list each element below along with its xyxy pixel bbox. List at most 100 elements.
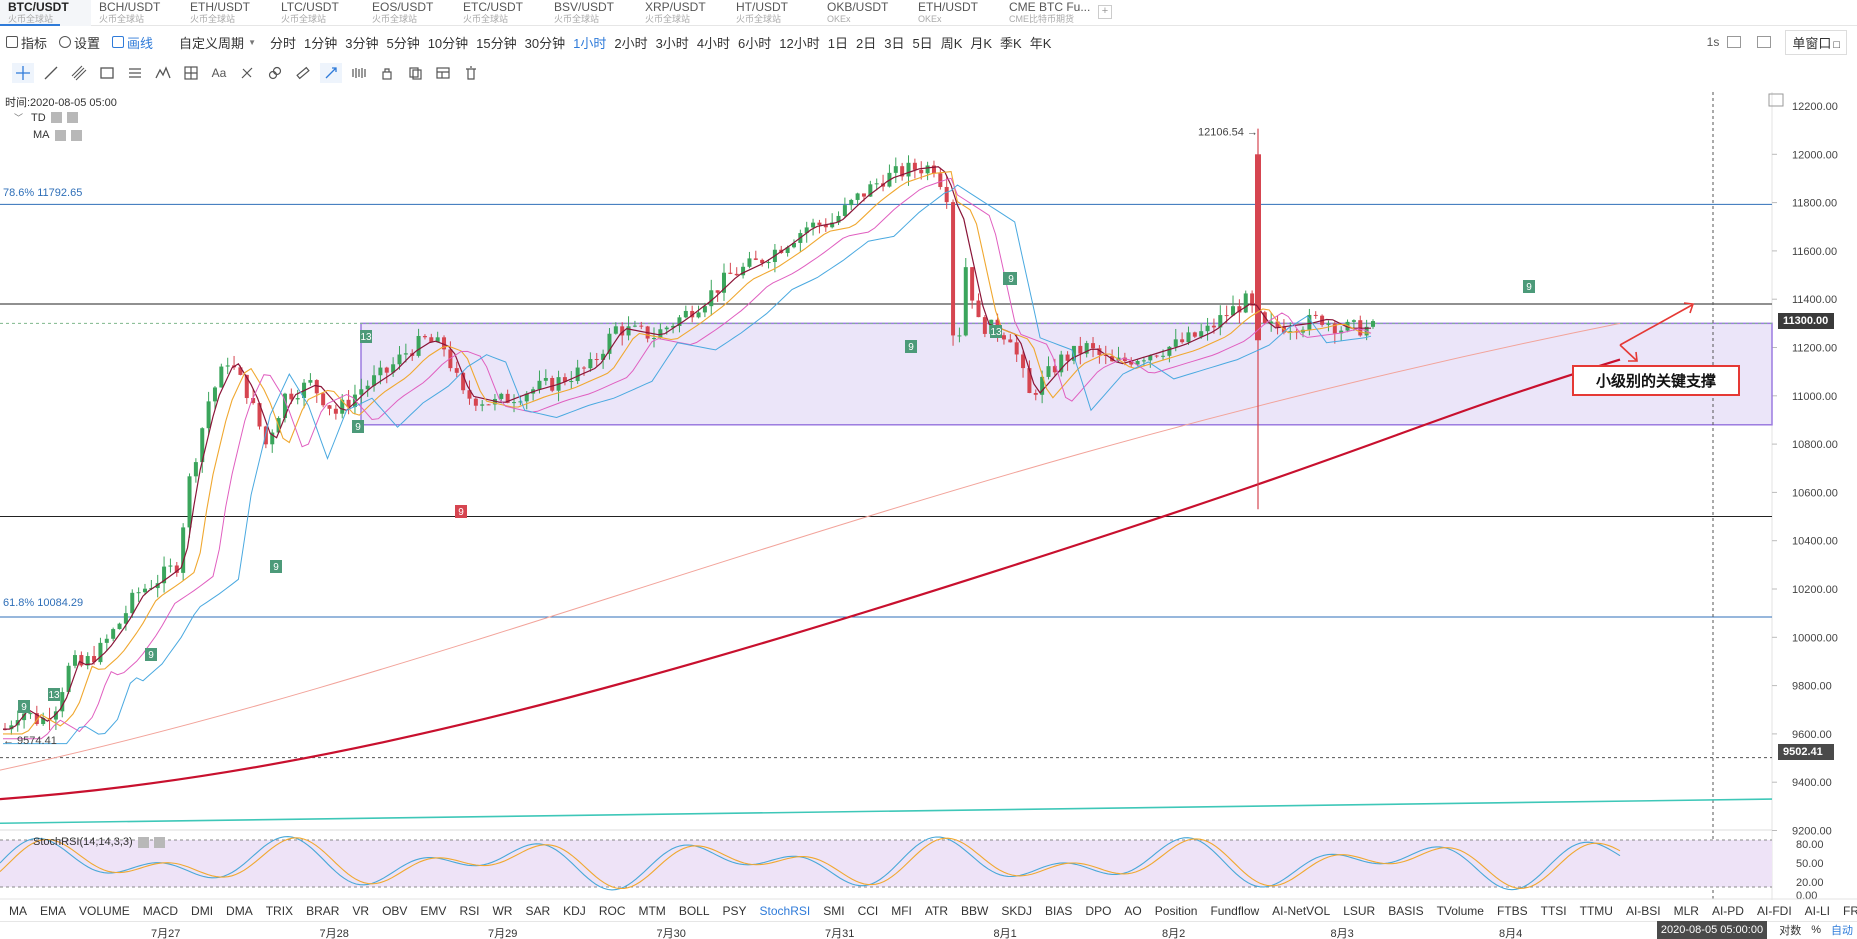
indicator-option[interactable]: OBV: [382, 903, 408, 918]
indicator-option[interactable]: StochRSI: [759, 903, 811, 918]
indicator-close-icon[interactable]: [66, 112, 78, 123]
indicator-option[interactable]: CCI: [857, 903, 879, 918]
fullscreen-icon[interactable]: [1757, 36, 1772, 48]
period-option[interactable]: 30分钟: [524, 35, 566, 51]
indicator-option[interactable]: Fundflow: [1210, 903, 1260, 918]
period-option[interactable]: 3分钟: [345, 35, 379, 51]
indicator-option[interactable]: BASIS: [1388, 903, 1424, 918]
screenshot-icon[interactable]: [1727, 36, 1742, 48]
scale-option[interactable]: 对数: [1779, 925, 1802, 937]
indicator-option[interactable]: KDJ: [563, 903, 586, 918]
indicator-option[interactable]: TVolume: [1436, 903, 1484, 918]
indicator-option[interactable]: VR: [352, 903, 370, 918]
period-option[interactable]: 1小时: [573, 35, 607, 51]
indicator-option[interactable]: TTMU: [1579, 903, 1613, 918]
indicator-option[interactable]: MACD: [142, 903, 179, 918]
refresh-interval[interactable]: 1s: [1706, 35, 1720, 49]
symbol-tab[interactable]: EOS/USDT 火币全球站: [364, 0, 455, 26]
period-option[interactable]: 年K: [1029, 35, 1052, 51]
indicator-option[interactable]: BRAR: [306, 903, 340, 918]
period-option[interactable]: 6小时: [738, 35, 772, 51]
magnet-tool-icon[interactable]: [320, 63, 342, 83]
indicator-option[interactable]: MA: [9, 903, 27, 918]
indicator-option[interactable]: BIAS: [1045, 903, 1073, 918]
indicator-option[interactable]: ROC: [598, 903, 626, 918]
period-option[interactable]: 分时: [269, 35, 296, 51]
brush-tool-icon[interactable]: [236, 63, 258, 83]
draw-button[interactable]: 画线: [106, 33, 159, 52]
indicator-option[interactable]: PSY: [722, 903, 747, 918]
copy-tool-icon[interactable]: [404, 63, 426, 83]
indicator-button[interactable]: 指标: [0, 33, 53, 52]
indicator-settings-icon[interactable]: [54, 129, 66, 141]
indicator-option[interactable]: RSI: [459, 903, 480, 918]
symbol-tab[interactable]: BSV/USDT 火币全球站: [546, 0, 637, 26]
trendline-tool-icon[interactable]: [40, 63, 62, 83]
indicator-settings-icon[interactable]: [137, 836, 149, 848]
scale-option[interactable]: 自动: [1831, 925, 1853, 937]
period-option[interactable]: 12小时: [779, 35, 820, 51]
period-option[interactable]: 3日: [884, 35, 905, 51]
horizontal-lines-tool-icon[interactable]: [124, 63, 146, 83]
period-option[interactable]: 2小时: [614, 35, 648, 51]
symbol-tab[interactable]: BCH/USDT 火币全球站: [91, 0, 182, 26]
indicator-option[interactable]: AI-BSI: [1625, 903, 1661, 918]
symbol-tab[interactable]: BTC/USDT 火币全球站: [0, 0, 91, 26]
indicator-option[interactable]: AI-PD: [1711, 903, 1744, 918]
indicator-option[interactable]: AO: [1124, 903, 1142, 918]
indicator-option[interactable]: EMA: [40, 903, 67, 918]
indicator-close-icon[interactable]: [153, 836, 165, 848]
custom-period-dropdown[interactable]: 自定义周期 ▼: [173, 33, 262, 52]
add-tab-button[interactable]: +: [1098, 5, 1112, 19]
indicator-option[interactable]: AI-FDI: [1756, 903, 1792, 918]
symbol-tab[interactable]: ETC/USDT 火币全球站: [455, 0, 546, 26]
ruler-tool-icon[interactable]: [292, 63, 314, 83]
lock-tool-icon[interactable]: [376, 63, 398, 83]
period-option[interactable]: 3小时: [655, 35, 689, 51]
symbol-tab[interactable]: ETH/USDT OKEx: [910, 0, 1001, 26]
indicator-option[interactable]: VOLUME: [79, 903, 130, 918]
indicator-option[interactable]: Position: [1154, 903, 1198, 918]
annotation-text-box[interactable]: 小级别的关键支撑: [1572, 365, 1740, 396]
symbol-tab[interactable]: CME BTC Fu... CME比特币期货: [1001, 0, 1092, 26]
indicator-option[interactable]: AI-LI: [1804, 903, 1830, 918]
indicator-option[interactable]: DMI: [191, 903, 214, 918]
period-option[interactable]: 5分钟: [386, 35, 420, 51]
period-option[interactable]: 2日: [855, 35, 877, 51]
indicator-option[interactable]: BOLL: [678, 903, 710, 918]
indicator-option[interactable]: DMA: [226, 903, 253, 918]
indicator-option[interactable]: SAR: [525, 903, 551, 918]
window-layout-select[interactable]: 单窗口 □: [1785, 29, 1847, 55]
indicator-option[interactable]: TRIX: [265, 903, 294, 918]
pattern-tool-icon[interactable]: [348, 63, 370, 83]
indicator-settings-icon[interactable]: [50, 112, 62, 123]
period-option[interactable]: 1分钟: [304, 35, 338, 51]
settings-button[interactable]: 设置: [53, 33, 106, 52]
parallel-channel-tool-icon[interactable]: [68, 63, 90, 83]
period-option[interactable]: 月K: [970, 35, 993, 51]
indicator-option[interactable]: MTM: [638, 903, 666, 918]
crosshair-tool-icon[interactable]: [12, 63, 34, 83]
period-option[interactable]: 15分钟: [476, 35, 517, 51]
indicator-option[interactable]: LSUR: [1343, 903, 1376, 918]
rectangle-tool-icon[interactable]: [96, 63, 118, 83]
indicator-option[interactable]: BBW: [961, 903, 989, 918]
symbol-tab[interactable]: OKB/USDT OKEx: [819, 0, 910, 26]
text-tool-icon[interactable]: Aa: [211, 66, 227, 80]
period-option[interactable]: 周K: [940, 35, 963, 51]
indicator-option[interactable]: MLR: [1673, 903, 1699, 918]
period-option[interactable]: 10分钟: [427, 35, 469, 51]
indicator-option[interactable]: SKDJ: [1001, 903, 1033, 918]
indicator-option[interactable]: FTBS: [1496, 903, 1528, 918]
indicator-option[interactable]: WR: [492, 903, 513, 918]
period-option[interactable]: 4小时: [696, 35, 731, 51]
indicator-option[interactable]: AI-NetVOL: [1272, 903, 1331, 918]
wave-tool-icon[interactable]: [152, 63, 174, 83]
indicator-option[interactable]: TTSI: [1540, 903, 1567, 918]
symbol-tab[interactable]: XRP/USDT 火币全球站: [637, 0, 728, 26]
indicator-option[interactable]: ATR: [924, 903, 949, 918]
indicator-option[interactable]: DPO: [1085, 903, 1112, 918]
link-tool-icon[interactable]: [264, 63, 286, 83]
price-chart[interactable]: 12200.00 12000.00 11800.00 11600.00 11400.00…: [0, 0, 1857, 900]
indicator-option[interactable]: MFI: [891, 903, 912, 918]
